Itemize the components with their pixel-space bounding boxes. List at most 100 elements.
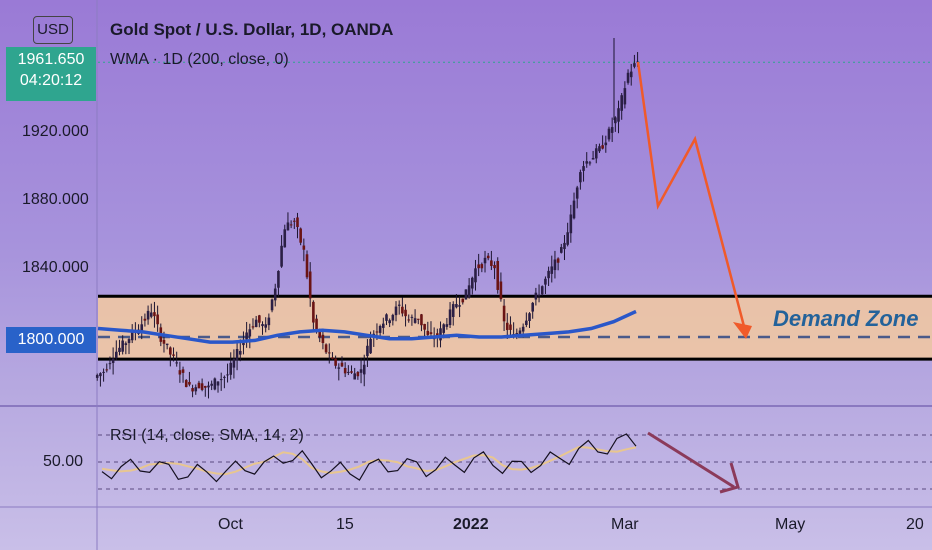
candle-body [496,261,500,290]
candle-body [204,385,207,388]
candle-body [162,339,166,344]
candle-body [604,142,608,146]
candle-body [537,295,541,297]
candle-body [582,166,585,171]
projection-path [636,61,748,335]
candle-body [229,362,233,375]
candle-body [184,380,188,388]
candle-body [127,339,131,344]
candle-body [149,312,153,317]
candle-body [194,387,198,392]
candle-body [277,270,280,288]
candle-body [267,317,271,326]
candle-body [528,313,531,321]
candle-body [563,242,566,250]
candle-body [601,145,604,149]
time-tick: Oct [218,516,243,533]
candle-body [95,374,99,378]
candle-body [273,288,277,301]
candle-body [410,316,414,318]
candle-body [118,347,121,352]
candle-body [299,228,302,243]
candle-body [629,71,633,78]
candle-body [216,381,220,386]
current-price: 1961.650 [17,51,85,68]
candle-body [369,338,372,354]
candle-body [350,371,353,373]
candle-body [169,347,172,355]
candle-body [111,358,115,363]
candle-body [569,214,573,234]
candle-body [305,254,309,278]
candle-body [388,320,391,324]
currency-badge[interactable]: USD [33,16,73,44]
candle-body [172,354,175,356]
wma-line [97,309,637,344]
candle-body [407,319,411,321]
candle-body [324,344,328,353]
candle-body [210,383,213,386]
candle-body [251,326,255,328]
candle-body [534,292,538,300]
candle-body [321,334,325,344]
candle-body [623,88,627,105]
candle-body [480,264,484,269]
candle-body [356,372,360,377]
rsi-line [101,433,637,483]
candle-body [146,310,150,320]
candle-body [610,127,614,133]
candle-body [340,362,344,367]
candle-body [550,266,554,274]
indicator-label[interactable]: WMA · 1D (200, close, 0) [110,51,289,68]
candle-body [547,270,550,279]
candle-body [264,324,267,328]
candle-body [238,350,242,355]
candle-body [442,324,445,333]
candle-body [556,258,560,263]
candle-body [525,320,528,326]
rsi-arrowhead [719,462,740,494]
price-tick: 1840.000 [22,259,89,276]
candle-body [448,309,452,326]
candle-body [302,245,306,250]
time-tick: Mar [611,516,639,533]
candle-body [318,330,322,338]
candle-body [426,330,430,335]
candle-body [585,161,589,164]
candle-body [617,108,620,122]
candle-body [579,172,582,183]
candle-body [108,363,112,365]
price-tick: 1880.000 [22,191,89,208]
candle-body [181,369,185,373]
candle-body [359,369,363,373]
candle-body [458,305,461,307]
candle-body [178,370,182,375]
candle-body [293,220,296,222]
candle-body [254,319,258,328]
candle-body [594,148,598,159]
candle-body [191,388,194,392]
rsi-label[interactable]: RSI (14, close, SMA, 14, 2) [110,427,304,444]
candle-body [560,247,563,253]
candle-body [391,314,395,321]
candle-body [207,385,210,388]
candle-body [289,224,293,226]
candle-body [375,331,379,333]
candle-body [382,323,385,328]
candle-body [620,95,623,111]
candle-body [451,304,455,317]
candle-body [232,358,236,368]
candle-body [439,328,442,341]
candle-body [337,367,341,369]
candle-body [521,326,525,332]
candle-body [140,324,144,332]
price-tick: 1920.000 [22,123,89,140]
candle-body [188,381,191,385]
candle-body [308,271,312,299]
candle-body [455,304,458,308]
candle-body [505,322,509,331]
level-price-badge: 1800.000 [6,327,96,353]
candle-body [175,362,178,364]
